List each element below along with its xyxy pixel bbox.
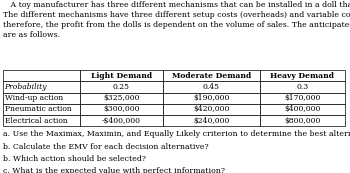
Text: b. Which action should be selected?: b. Which action should be selected? (3, 155, 146, 163)
FancyBboxPatch shape (163, 104, 260, 115)
FancyBboxPatch shape (3, 70, 80, 81)
Text: 0.25: 0.25 (113, 83, 130, 91)
FancyBboxPatch shape (260, 104, 345, 115)
Text: $400,000: $400,000 (284, 105, 321, 113)
Text: Probability: Probability (5, 83, 47, 91)
FancyBboxPatch shape (80, 93, 163, 104)
FancyBboxPatch shape (260, 81, 345, 93)
FancyBboxPatch shape (80, 70, 163, 81)
Text: Wind-up action: Wind-up action (5, 94, 63, 102)
Text: 0.45: 0.45 (203, 83, 220, 91)
Text: $170,000: $170,000 (284, 94, 321, 102)
Text: $325,000: $325,000 (103, 94, 140, 102)
FancyBboxPatch shape (80, 81, 163, 93)
FancyBboxPatch shape (163, 70, 260, 81)
FancyBboxPatch shape (80, 104, 163, 115)
FancyBboxPatch shape (3, 93, 80, 104)
Text: Light Demand: Light Demand (91, 72, 152, 80)
FancyBboxPatch shape (3, 81, 80, 93)
FancyBboxPatch shape (260, 70, 345, 81)
Text: Pneumatic action: Pneumatic action (5, 105, 71, 113)
FancyBboxPatch shape (163, 115, 260, 126)
FancyBboxPatch shape (3, 104, 80, 115)
Text: $420,000: $420,000 (193, 105, 230, 113)
Text: a. Use the Maximax, Maximin, and Equally Likely criterion to determine the best : a. Use the Maximax, Maximin, and Equally… (3, 130, 350, 138)
FancyBboxPatch shape (260, 93, 345, 104)
Text: A toy manufacturer has three different mechanisms that can be installed in a dol: A toy manufacturer has three different m… (3, 1, 350, 39)
Text: $300,000: $300,000 (103, 105, 140, 113)
Text: c. What is the expected value with perfect information?: c. What is the expected value with perfe… (3, 167, 225, 173)
Text: Electrical action: Electrical action (5, 117, 67, 125)
FancyBboxPatch shape (3, 115, 80, 126)
Text: b. Calculate the EMV for each decision alternative?: b. Calculate the EMV for each decision a… (3, 143, 209, 151)
Text: -$400,000: -$400,000 (102, 117, 141, 125)
FancyBboxPatch shape (260, 115, 345, 126)
Text: Heavy Demand: Heavy Demand (270, 72, 334, 80)
Text: $190,000: $190,000 (193, 94, 230, 102)
Text: 0.3: 0.3 (296, 83, 308, 91)
FancyBboxPatch shape (163, 93, 260, 104)
FancyBboxPatch shape (80, 115, 163, 126)
Text: $800,000: $800,000 (284, 117, 321, 125)
Text: $240,000: $240,000 (193, 117, 230, 125)
FancyBboxPatch shape (163, 81, 260, 93)
Text: Moderate Demand: Moderate Demand (172, 72, 251, 80)
